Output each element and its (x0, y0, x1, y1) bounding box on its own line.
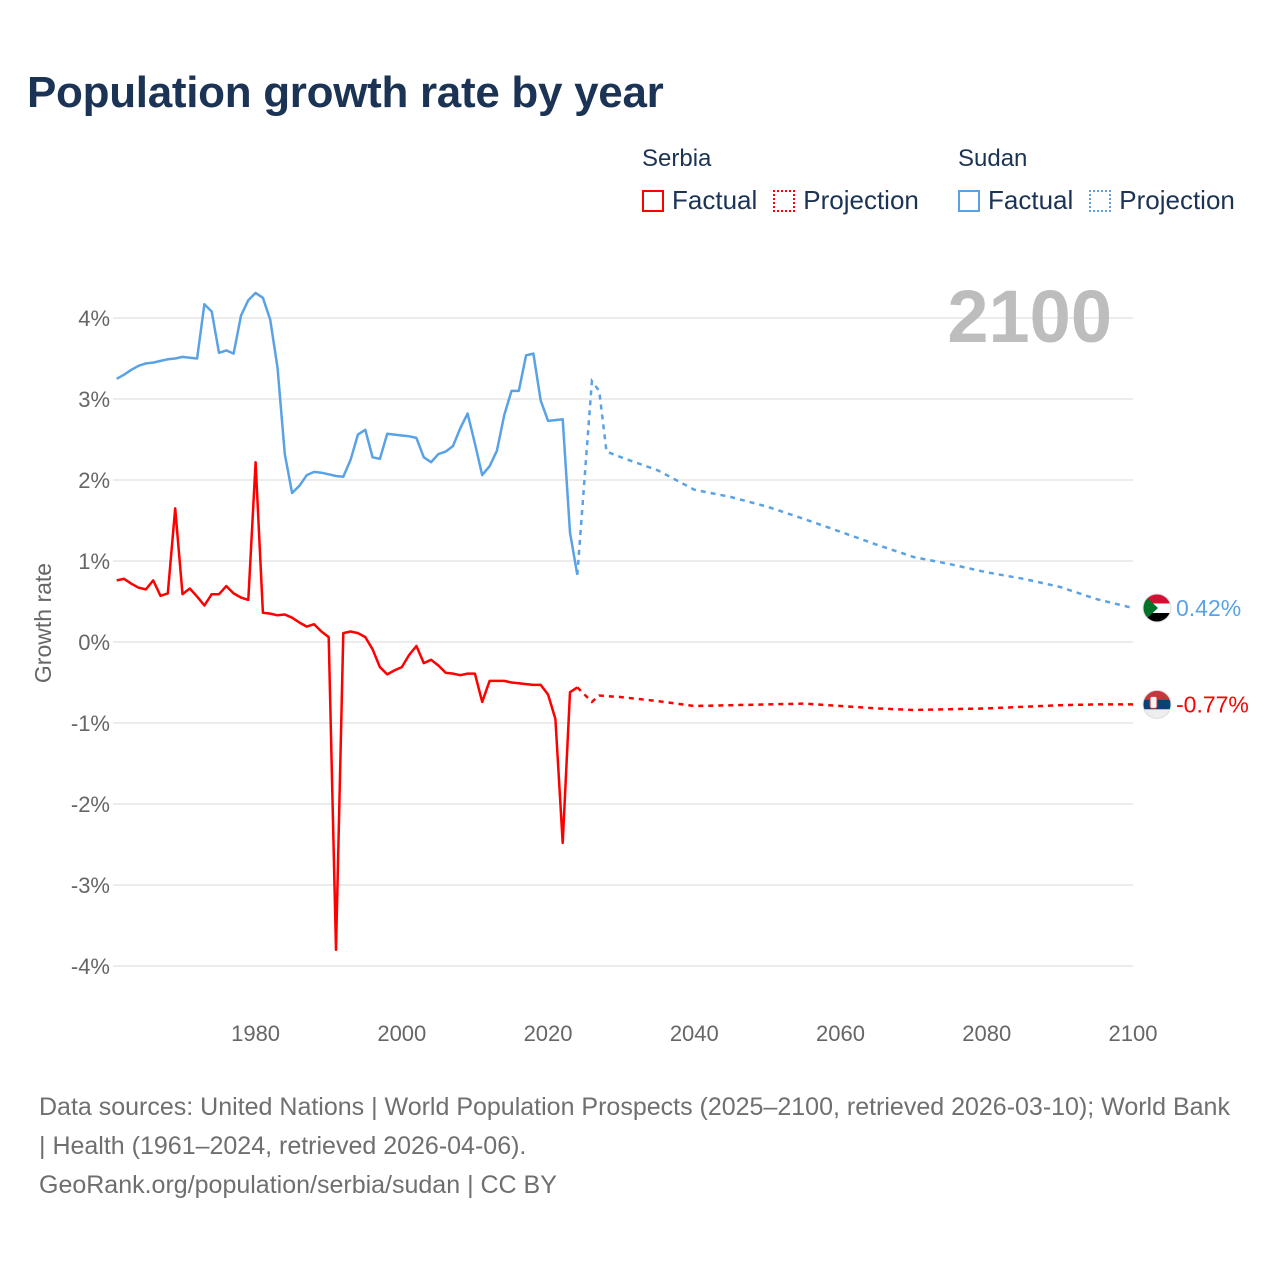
legend-serbia-projection[interactable]: Projection (773, 185, 919, 216)
sudan-flag-icon (1142, 593, 1172, 623)
chart-plot: 4% 3% 2% 1% 0% -1% -2% -3% -4% 1980 2000 2020 2040 20… (30, 275, 1249, 1046)
serbia-end-value-label: -0.77% (1176, 691, 1249, 717)
y-tick-label: 3% (78, 387, 110, 412)
sudan-projection-line[interactable] (576, 377, 1134, 610)
legend-swatch-solid (642, 189, 664, 212)
y-tick-label: 1% (78, 549, 110, 574)
legend-label: Factual (672, 185, 758, 215)
legend-sudan-projection[interactable]: Projection (1089, 185, 1235, 216)
y-tick-label: 0% (78, 630, 110, 655)
legend-label: Factual (988, 185, 1074, 215)
credit-link[interactable]: GeoRank.org/population/serbia/sudan | CC… (39, 1171, 557, 1199)
serbia-projection-line[interactable] (576, 686, 1133, 712)
legend-country-sudan: Sudan (958, 145, 1028, 172)
x-tick-label: 2100 (1109, 1021, 1158, 1046)
legend-label: Projection (1119, 185, 1235, 215)
legend-swatch-solid (958, 189, 980, 212)
x-tick-label: 2040 (670, 1021, 719, 1046)
sudan-end-value-label: 0.42% (1176, 595, 1241, 621)
y-axis-label: Growth rate (30, 563, 56, 683)
y-tick-label: -1% (71, 711, 110, 736)
y-tick-label: -3% (71, 873, 110, 898)
x-tick-label: 2080 (962, 1021, 1011, 1046)
legend-swatch-dotted (1089, 189, 1112, 212)
sudan-factual-line[interactable] (116, 291, 579, 576)
legend-swatch-dotted (773, 189, 796, 212)
data-sources: Data sources: United Nations | World Pop… (39, 1093, 1230, 1160)
legend-sudan: Sudan Factual Projection (958, 145, 1235, 216)
legend-label: Projection (803, 185, 919, 215)
serbia-factual-line[interactable] (116, 460, 578, 952)
x-tick-label: 1980 (231, 1021, 280, 1046)
footer: Data sources: United Nations | World Pop… (39, 1088, 1239, 1205)
x-tick-label: 2020 (524, 1021, 573, 1046)
legend-serbia: Serbia Factual Projection (642, 145, 919, 216)
legend-country-serbia: Serbia (642, 145, 712, 172)
y-tick-label: -4% (71, 954, 110, 979)
chart-title: Population growth rate by year (27, 68, 664, 117)
legend-serbia-factual[interactable]: Factual (642, 185, 757, 216)
y-tick-label: 4% (78, 306, 110, 331)
y-tick-label: 2% (78, 468, 110, 493)
legend-sudan-factual[interactable]: Factual (958, 185, 1073, 216)
y-tick-label: -2% (71, 792, 110, 817)
x-tick-label: 2060 (816, 1021, 865, 1046)
year-overlay: 2100 (947, 275, 1112, 358)
serbia-flag-icon (1142, 689, 1172, 719)
x-tick-label: 2000 (377, 1021, 426, 1046)
